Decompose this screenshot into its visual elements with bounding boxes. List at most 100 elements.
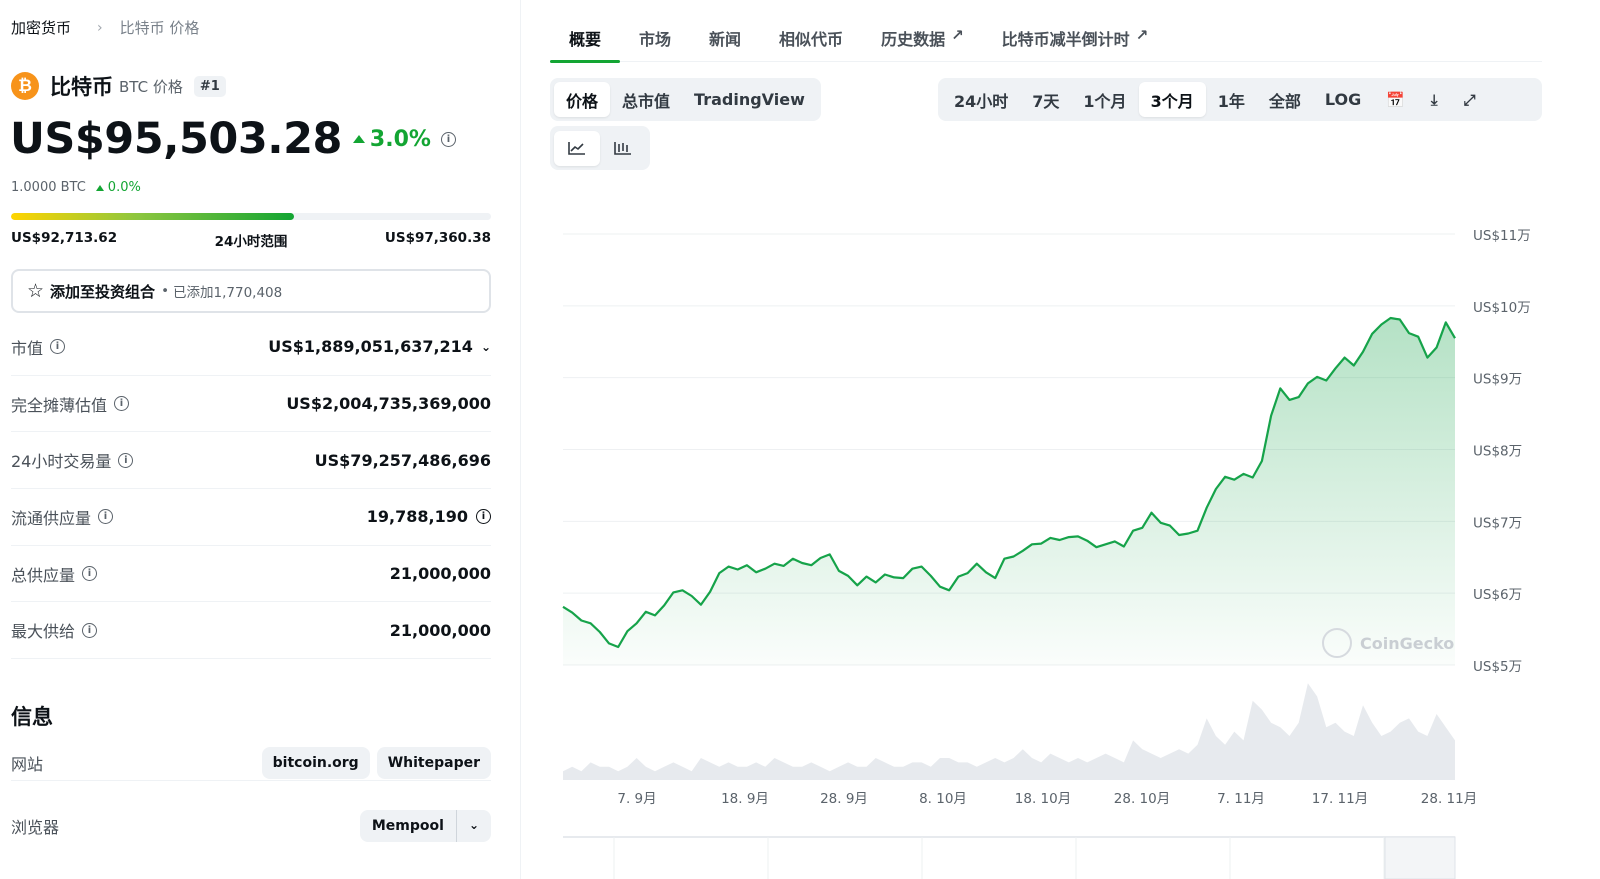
- column-divider: [520, 0, 521, 879]
- view-tradingview-button[interactable]: TradingView: [694, 90, 805, 109]
- info-icon[interactable]: i: [118, 452, 134, 468]
- website-link-whitepaper[interactable]: Whitepaper: [376, 746, 491, 779]
- website-link-bitcoin-org[interactable]: bitcoin.org: [261, 746, 370, 779]
- stat-label-text: 最大供给: [11, 622, 76, 642]
- range-1m-button[interactable]: 1个月: [1083, 91, 1127, 111]
- x-tick-label: 7. 11月: [1217, 791, 1265, 807]
- x-tick-label: 18. 9月: [721, 791, 769, 807]
- portfolio-added-count: 已添加1,770,408: [173, 285, 283, 301]
- stats-table: 市值 i US$1,889,051,637,214 ⌄ 完全摊薄估值 i US$2,0…: [11, 319, 491, 660]
- rank-badge: #1: [193, 75, 226, 97]
- chart-view-toggle: 价格 总市值 TradingView: [550, 78, 821, 121]
- stat-value[interactable]: US$1,889,051,637,214 ⌄: [268, 337, 491, 356]
- website-label: 网站: [11, 754, 44, 774]
- range-3m-button[interactable]: 3个月: [1138, 82, 1206, 117]
- y-tick-label: US$7万: [1473, 515, 1522, 531]
- info-icon[interactable]: i: [98, 509, 114, 525]
- tab-similar-coins[interactable]: 相似代币: [760, 22, 862, 62]
- range-24h-button[interactable]: 24小时: [954, 91, 1009, 111]
- y-tick-label: US$11万: [1473, 228, 1531, 244]
- tab-historical-data[interactable]: 历史数据 ↗: [862, 22, 983, 62]
- coin-summary-panel: 加密货币 › 比特币 价格 ₿ 比特币 BTC 价格 #1 US$95,503.…: [0, 0, 520, 879]
- range-all-button[interactable]: 全部: [1268, 91, 1301, 111]
- stat-row-volume: 24小时交易量 i US$79,257,486,696: [11, 432, 491, 490]
- x-tick-label: 7. 9月: [617, 791, 656, 807]
- y-tick-label: US$8万: [1473, 444, 1522, 460]
- chevron-down-icon[interactable]: ⌄: [480, 339, 491, 354]
- navigator-selection: [1384, 836, 1456, 879]
- x-tick-label: 28. 11月: [1421, 791, 1477, 807]
- info-section-title: 信息: [11, 705, 53, 729]
- info-icon[interactable]: i: [82, 566, 98, 582]
- x-tick-label: 17. 11月: [1312, 791, 1368, 807]
- line-chart-button[interactable]: [554, 130, 600, 166]
- add-to-portfolio-button[interactable]: ☆ 添加至投资组合 • 已添加1,770,408: [11, 269, 491, 313]
- range-7d-button[interactable]: 7天: [1032, 91, 1060, 111]
- breadcrumb-root-link[interactable]: 加密货币: [11, 19, 72, 37]
- info-icon[interactable]: i: [476, 509, 491, 525]
- btc-change-value: 0.0%: [107, 180, 141, 195]
- x-tick-label: 8. 10月: [919, 791, 967, 807]
- tab-overview[interactable]: 概要: [550, 22, 621, 63]
- btc-price: 1.0000 BTC: [11, 180, 86, 195]
- y-tick-label: US$10万: [1473, 300, 1531, 316]
- price-area: [563, 318, 1455, 665]
- x-tick-label: 28. 10月: [1114, 791, 1170, 807]
- breadcrumb-current: 比特币 价格: [119, 19, 200, 37]
- price-chart[interactable]: US$11万 US$10万 US$9万 US$8万 US$7万 US$6万 US$5万 7. …: [550, 200, 1540, 879]
- range-log-button[interactable]: LOG: [1324, 90, 1362, 109]
- price-change: 3.0%: [352, 126, 431, 152]
- coingecko-watermark: CoinGecko: [1322, 628, 1454, 658]
- bitcoin-logo-icon: ₿: [11, 72, 39, 100]
- explorer-link[interactable]: Mempool: [360, 810, 457, 842]
- info-icon[interactable]: i: [114, 396, 130, 412]
- y-tick-label: US$9万: [1473, 372, 1522, 388]
- stat-label-text: 流通供应量: [11, 508, 92, 528]
- fullscreen-icon[interactable]: ⤢: [1463, 90, 1476, 109]
- range-label: 24小时范围: [214, 234, 288, 250]
- stat-label-text: 总供应量: [11, 565, 76, 585]
- price-change-value: 3.0%: [369, 126, 431, 152]
- chevron-right-icon: ›: [97, 19, 103, 36]
- triangle-up-icon: [95, 184, 104, 191]
- range-1y-button[interactable]: 1年: [1217, 91, 1245, 111]
- view-price-button[interactable]: 价格: [554, 82, 611, 117]
- website-row: 网站 bitcoin.org Whitepaper: [11, 745, 491, 781]
- btc-change: 0.0%: [95, 180, 141, 195]
- external-link-icon: ↗: [951, 26, 964, 44]
- stat-label: 流通供应量 i: [11, 505, 114, 529]
- x-tick-label: 28. 9月: [820, 791, 868, 807]
- tab-label: 相似代币: [779, 30, 844, 49]
- download-icon[interactable]: ⤓: [1430, 90, 1438, 109]
- calendar-icon[interactable]: 📅: [1386, 90, 1405, 109]
- tab-news[interactable]: 新闻: [690, 22, 760, 62]
- stat-row-market-cap: 市值 i US$1,889,051,637,214 ⌄: [11, 319, 491, 376]
- stat-row-max-supply: 最大供给 i 21,000,000: [11, 602, 491, 660]
- candlestick-chart-button[interactable]: [600, 131, 646, 166]
- range-low: US$92,713.62: [11, 230, 118, 246]
- stat-label: 24小时交易量 i: [11, 448, 134, 472]
- tab-markets[interactable]: 市场: [620, 22, 690, 62]
- tab-halving-countdown[interactable]: 比特币减半倒计时 ↗: [983, 22, 1168, 62]
- y-tick-label: US$6万: [1473, 587, 1522, 603]
- stat-label-text: 市值: [11, 338, 44, 358]
- info-icon[interactable]: i: [440, 131, 456, 147]
- coingecko-logo-icon: [1322, 628, 1352, 658]
- range-bar: [11, 213, 491, 220]
- tab-label: 比特币减半倒计时: [1001, 30, 1130, 49]
- price-line: [562, 316, 1456, 649]
- main-tabs: 概要 市场 新闻 相似代币 历史数据 ↗ 比特币减半倒计时 ↗: [550, 22, 1542, 63]
- info-icon[interactable]: i: [50, 339, 66, 355]
- stat-value: US$2,004,735,369,000: [286, 394, 491, 414]
- explorer-row: 浏览器 Mempool ⌄: [11, 808, 491, 844]
- stat-value: 19,788,190 i: [367, 507, 491, 526]
- stat-row-fdv: 完全摊薄估值 i US$2,004,735,369,000: [11, 376, 491, 433]
- chevron-down-icon[interactable]: ⌄: [468, 818, 479, 832]
- chart-type-toggle: [550, 126, 650, 170]
- breadcrumb: 加密货币 › 比特币 价格: [11, 17, 199, 38]
- explorer-dropdown[interactable]: Mempool ⌄: [359, 810, 491, 842]
- tab-label: 概要: [569, 30, 602, 49]
- price-row: US$95,503.28 3.0% i: [10, 114, 456, 164]
- info-icon[interactable]: i: [82, 622, 98, 638]
- view-market-cap-button[interactable]: 总市值: [622, 91, 671, 111]
